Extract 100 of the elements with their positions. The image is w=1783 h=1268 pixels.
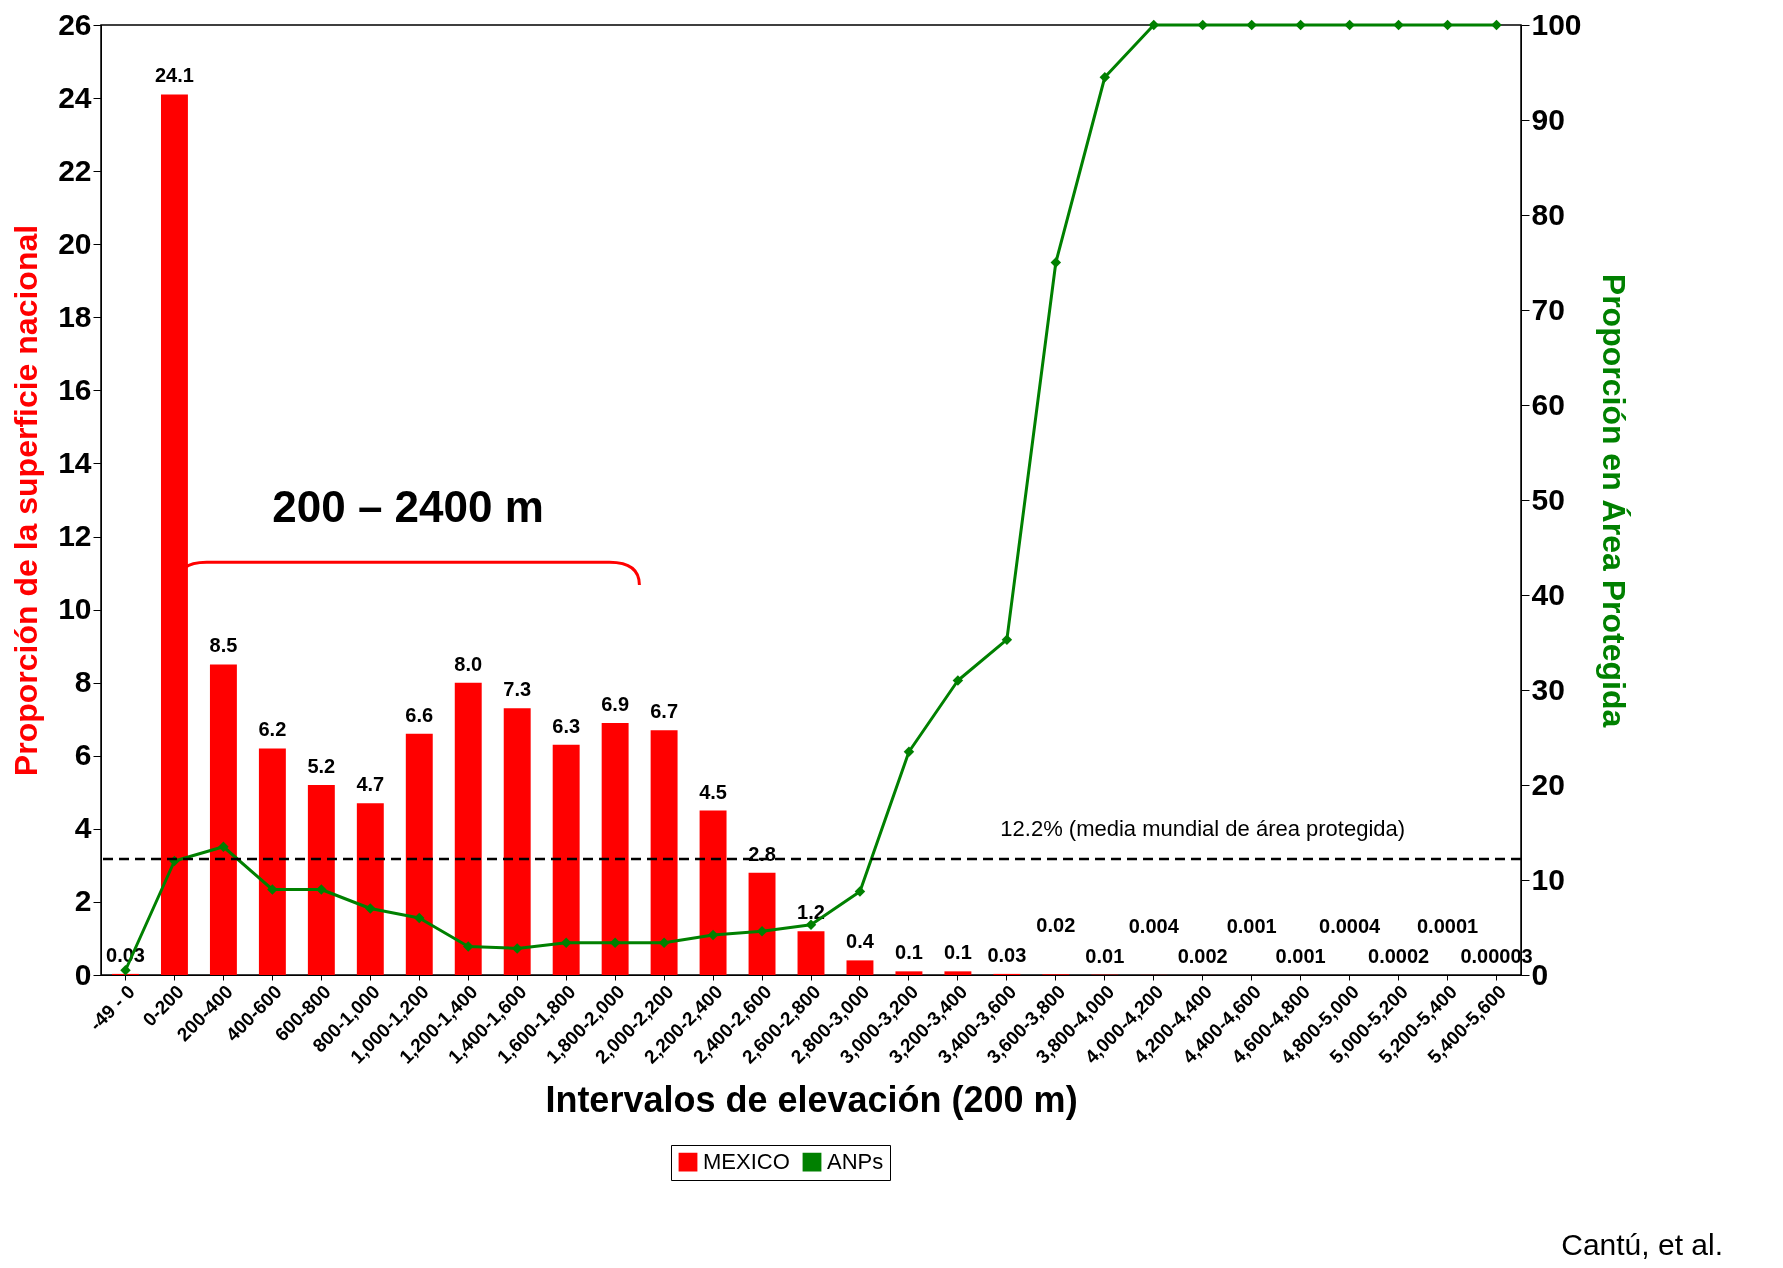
point: [1295, 19, 1306, 31]
data-label: 24.1: [154, 64, 194, 87]
y2-tick-label: 10: [1531, 862, 1565, 896]
data-label: 5.2: [307, 755, 336, 777]
point: [316, 884, 327, 895]
point: [903, 746, 915, 757]
y-tick-label: 0: [74, 957, 92, 991]
data-label: 0.001: [1275, 944, 1326, 967]
point: [1099, 72, 1111, 83]
data-label: 6.7: [650, 700, 679, 723]
y2-tick-label: 40: [1531, 577, 1565, 611]
point: [414, 912, 425, 924]
data-label: 8.5: [209, 634, 238, 657]
point: [1442, 19, 1453, 31]
bar: [846, 960, 874, 975]
bar: [748, 872, 776, 975]
y-tick-label: 20: [58, 226, 92, 260]
bar: [503, 708, 531, 975]
y-tick-label: 24: [58, 80, 92, 114]
point: [120, 965, 131, 976]
data-label: 0.02: [1036, 914, 1076, 937]
y-tick-label: 14: [58, 445, 92, 479]
y2-axis-title: Proporción en Área Protegida: [1595, 273, 1632, 728]
bar: [601, 722, 629, 975]
y2-tick-label: 60: [1531, 387, 1565, 421]
bar: [405, 733, 433, 975]
bar: [699, 810, 727, 975]
point: [1197, 19, 1208, 31]
bar: [258, 748, 286, 975]
data-label: 4.5: [699, 780, 727, 803]
point: [511, 943, 523, 954]
data-label: 7.3: [503, 678, 532, 701]
ref-line-label: 12.2% (media mundial de área protegida): [1000, 816, 1406, 842]
bar: [209, 664, 237, 975]
y-tick-label: 4: [74, 811, 92, 845]
annotation: 200 – 2400 m: [272, 482, 544, 532]
y2-tick-label: 50: [1531, 482, 1565, 516]
data-label: 0.1: [943, 941, 972, 964]
data-label: 0.03: [987, 943, 1027, 966]
y-axis-title: Proporción de la superficie nacional: [8, 224, 45, 777]
y-tick-label: 22: [58, 153, 92, 187]
y-tick-label: 6: [74, 738, 92, 772]
point: [365, 903, 376, 914]
point: [463, 941, 474, 952]
data-label: 0.4: [846, 930, 875, 953]
y2-tick-label: 0: [1531, 957, 1549, 991]
point: [1491, 19, 1502, 31]
y2-tick-label: 20: [1531, 767, 1565, 801]
data-label: 0.0002: [1368, 944, 1430, 967]
y-tick-label: 10: [58, 592, 92, 626]
data-label: 8.0: [454, 652, 483, 675]
point: [707, 929, 719, 941]
point: [756, 926, 768, 937]
point: [1344, 19, 1355, 31]
data-label: 4.7: [356, 773, 385, 796]
point: [218, 841, 229, 852]
point: [854, 886, 866, 897]
y-tick-label: 26: [58, 7, 92, 41]
y-tick-label: 2: [74, 884, 92, 918]
point: [1246, 19, 1257, 31]
y2-tick-label: 80: [1531, 197, 1565, 231]
data-label: 0.004: [1128, 914, 1180, 937]
data-label: 0.0004: [1319, 914, 1382, 937]
bar: [944, 971, 972, 975]
y-tick-label: 16: [58, 372, 92, 406]
bar: [160, 94, 188, 975]
bar: [650, 730, 678, 975]
bar: [797, 931, 825, 975]
y2-tick-label: 70: [1531, 292, 1565, 326]
point: [1393, 19, 1404, 31]
bar: [895, 971, 923, 975]
point: [805, 919, 817, 930]
legend-label: MEXICO: [703, 1149, 790, 1175]
point: [952, 675, 964, 686]
data-label: 0.01: [1085, 944, 1125, 967]
data-label: 0.0001: [1416, 915, 1479, 937]
point: [560, 937, 572, 948]
y2-tick-label: 90: [1531, 102, 1565, 136]
bar: [454, 682, 482, 975]
bar: [552, 744, 580, 975]
y2-tick-label: 30: [1531, 672, 1565, 706]
point: [1148, 19, 1159, 31]
point: [1050, 257, 1062, 268]
x-axis-title: Intervalos de elevación (200 m): [545, 1078, 1078, 1120]
y-tick-label: 8: [74, 665, 92, 699]
data-label: 6.9: [601, 692, 630, 715]
data-label: 6.3: [552, 714, 581, 737]
text: Cantú, et al.: [1561, 1228, 1723, 1262]
bar: [356, 803, 384, 975]
data-label: 0.002: [1177, 944, 1228, 967]
point: [1001, 634, 1013, 645]
legend-label: ANPs: [827, 1149, 884, 1175]
data-label: 0.1: [895, 941, 923, 964]
y2-tick-label: 100: [1531, 7, 1582, 41]
data-label: 6.2: [258, 718, 287, 741]
y-tick-label: 12: [58, 519, 92, 553]
y-tick-label: 18: [58, 299, 92, 333]
data-label: 0.001: [1226, 914, 1277, 937]
bar: [307, 785, 335, 975]
data-label: 6.6: [405, 703, 434, 726]
